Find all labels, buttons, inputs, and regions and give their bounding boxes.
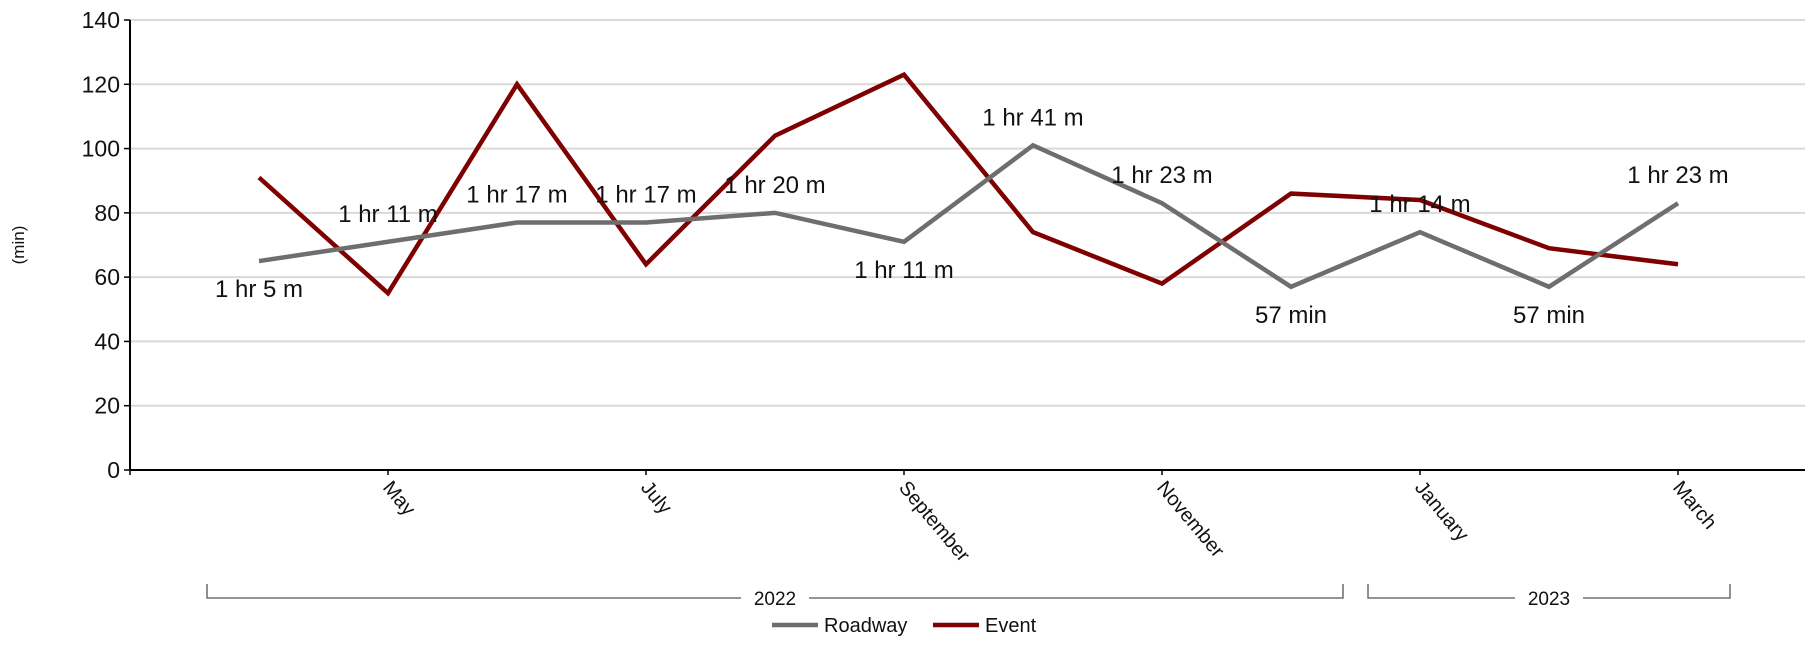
- y-tick-label: 100: [82, 136, 120, 162]
- data-label: 1 hr 11 m: [854, 257, 954, 284]
- y-tick-label: 120: [82, 71, 120, 97]
- y-tick-label: 40: [94, 328, 120, 354]
- legend-label: Event: [985, 615, 1037, 637]
- x-tick-label: January: [1410, 477, 1473, 546]
- data-label: 1 hr 41 m: [982, 104, 1083, 131]
- data-label: 1 hr 5 m: [215, 276, 303, 303]
- x-tick-label: November: [1152, 477, 1228, 562]
- data-label: 1 hr 23 m: [1627, 162, 1728, 189]
- x-tick-label: July: [636, 477, 676, 518]
- y-tick-label: 20: [94, 393, 120, 419]
- series-line-event: [257, 71, 1679, 297]
- y-tick-label: 140: [82, 7, 120, 33]
- x-tick-label: March: [1668, 477, 1721, 534]
- year-bracket: [206, 584, 1344, 599]
- series-lines: [257, 71, 1680, 297]
- data-label: 1 hr 11 m: [338, 201, 438, 228]
- data-label: 1 hr 14 m: [1369, 191, 1470, 218]
- data-label: 57 min: [1513, 302, 1585, 329]
- year-groups: 2022 2023: [206, 584, 1731, 610]
- data-label: 57 min: [1255, 302, 1327, 329]
- year-label: 2023: [1528, 589, 1570, 610]
- year-label: 2022: [754, 589, 796, 610]
- x-tick-label: September: [894, 477, 974, 566]
- x-tick-label: May: [378, 477, 419, 520]
- gridlines: [130, 19, 1805, 407]
- y-axis: 0 20 40 60 80 100 120 140: [82, 7, 131, 483]
- data-label: 1 hr 23 m: [1111, 162, 1212, 189]
- series-line-roadway: [258, 142, 1680, 290]
- data-label: 1 hr 20 m: [724, 172, 825, 199]
- data-label: 1 hr 17 m: [466, 182, 567, 209]
- data-labels: 1 hr 5 m 1 hr 11 m 1 hr 17 m 1 hr 17 m 1 hr …: [215, 104, 1729, 328]
- year-bracket: [1367, 584, 1731, 599]
- y-tick-label: 0: [107, 457, 120, 483]
- legend: Roadway Event: [772, 615, 1037, 637]
- data-label: 1 hr 17 m: [595, 182, 696, 209]
- x-axis: May July September November January March: [129, 469, 1805, 566]
- y-tick-label: 60: [94, 264, 120, 290]
- y-axis-title: (min): [9, 226, 28, 265]
- legend-label: Roadway: [824, 615, 907, 637]
- y-tick-label: 80: [94, 200, 120, 226]
